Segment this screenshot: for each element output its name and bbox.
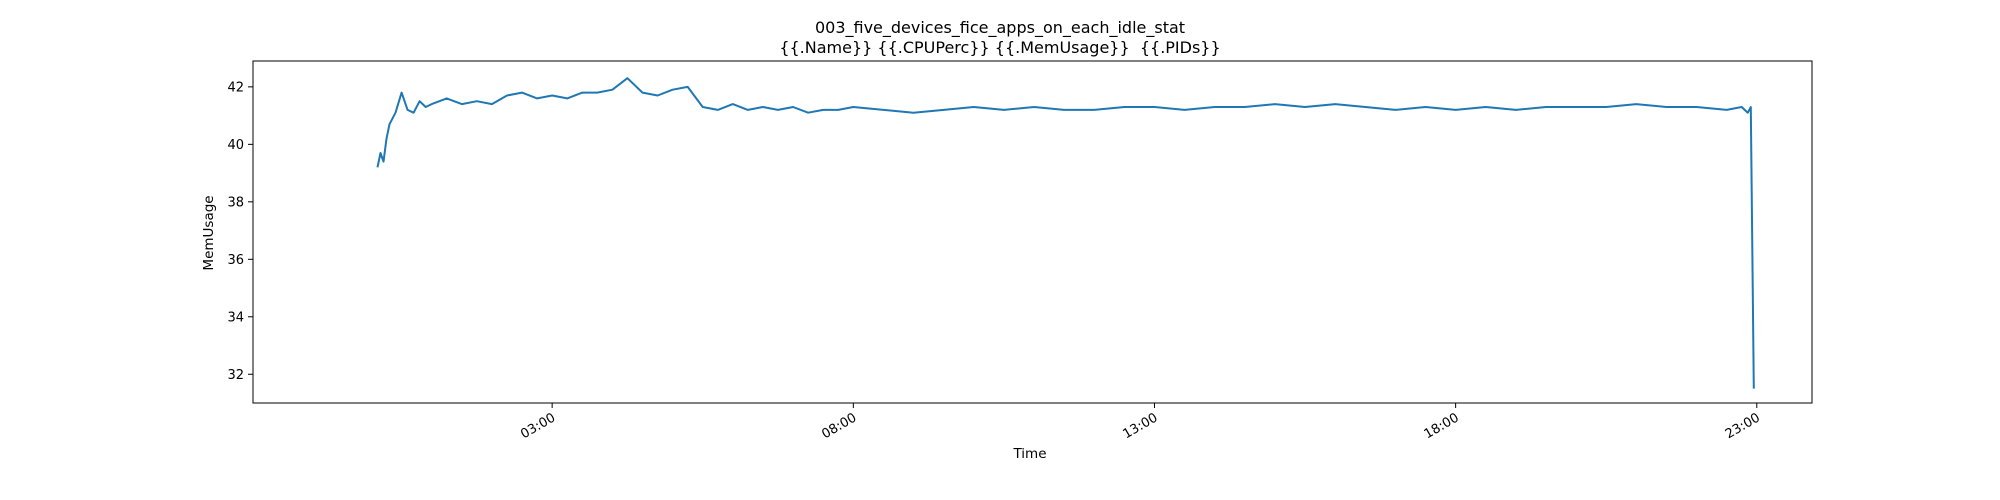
x-tick-label: 03:00 <box>518 410 558 442</box>
x-tick-label: 13:00 <box>1121 410 1161 442</box>
series-line <box>376 77 1755 389</box>
x-axis-label: Time <box>1012 446 1046 462</box>
x-tick-label: 08:00 <box>819 410 859 442</box>
y-tick-label: 42 <box>227 80 244 95</box>
x-axis-ticks: 03:00 08:00 13:00 18:00 23:00 <box>518 403 1763 442</box>
y-tick-label: 40 <box>227 138 244 153</box>
y-tick-label: 32 <box>227 368 244 383</box>
y-axis-label: MemUsage <box>201 195 217 270</box>
x-tick-label: 18:00 <box>1422 410 1462 442</box>
chart-subtitle: {{.Name}} {{.CPUPerc}} {{.MemUsage}} {{.… <box>779 38 1220 57</box>
y-tick-label: 34 <box>227 310 244 325</box>
y-axis-ticks: 32 34 36 38 40 42 <box>227 80 253 383</box>
y-tick-label: 36 <box>227 253 244 268</box>
y-tick-label: 38 <box>227 195 244 210</box>
chart-title: 003_five_devices_fice_apps_on_each_idle_… <box>815 18 1185 38</box>
plot-frame <box>252 60 1813 404</box>
x-tick-label: 23:00 <box>1723 410 1763 442</box>
